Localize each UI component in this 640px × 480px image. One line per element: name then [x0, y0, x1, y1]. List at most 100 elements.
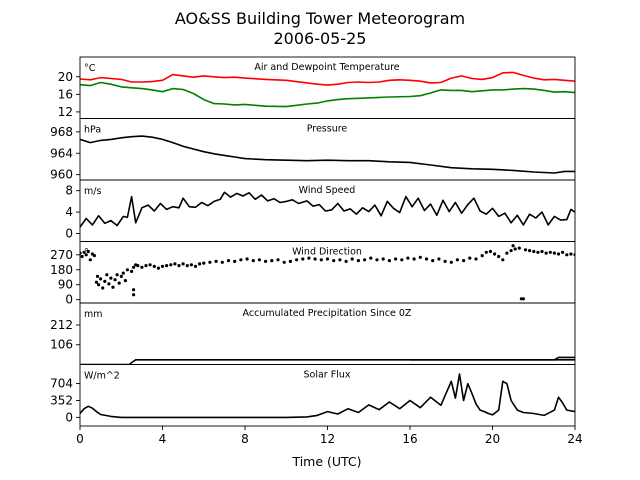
panel-5: 0 352 704 W/m^2 Solar Flux	[50, 364, 576, 427]
panel-title: Wind Direction	[292, 247, 362, 258]
data-point	[233, 259, 237, 263]
data-point	[82, 250, 86, 254]
data-point	[301, 257, 305, 261]
panel-title: Accumulated Precipitation Since 0Z	[243, 308, 412, 319]
y-tick-label: 20	[58, 70, 73, 84]
panel-unit: m/s	[84, 186, 101, 197]
data-point	[97, 283, 101, 287]
data-point	[455, 258, 459, 262]
x-tick-label: 12	[320, 432, 335, 446]
data-point	[140, 265, 144, 269]
data-point	[369, 256, 373, 260]
figure-title: AO&SS Building Tower Meteorogram	[175, 9, 465, 28]
panel-unit: W/m^2	[84, 371, 120, 382]
data-point	[313, 257, 317, 261]
data-point	[95, 274, 100, 278]
data-point	[536, 250, 540, 254]
data-point	[270, 259, 274, 263]
data-point	[350, 257, 354, 261]
data-point	[198, 262, 202, 266]
data-point	[92, 254, 96, 258]
data-point	[119, 274, 123, 278]
panel-1: 960 964 968 hPa Pressure	[50, 118, 576, 182]
data-point	[474, 257, 478, 261]
y-tick-label: 704	[50, 377, 73, 391]
data-point	[125, 268, 129, 272]
data-point	[521, 297, 526, 301]
data-point	[193, 264, 198, 268]
data-point	[239, 258, 243, 262]
x-tick-label: 24	[567, 432, 582, 446]
data-point	[544, 251, 548, 255]
data-point	[511, 244, 515, 248]
data-point	[449, 260, 453, 264]
data-point	[123, 279, 127, 283]
x-tick-label: 8	[241, 432, 249, 446]
data-point	[363, 258, 367, 262]
data-point	[189, 263, 193, 267]
data-point	[488, 249, 492, 254]
y-tick-label: 16	[58, 87, 73, 101]
y-tick-label: 0	[65, 226, 73, 240]
data-point	[88, 258, 92, 262]
panel-4: 106 212 mm Accumulated Precipitation Since …	[50, 302, 576, 365]
x-axis: 0 4 8 12 16 20 24	[76, 426, 583, 446]
data-point	[86, 249, 90, 254]
data-point	[375, 258, 379, 262]
data-point	[109, 276, 113, 280]
data-point	[132, 293, 136, 297]
data-point	[319, 258, 323, 262]
data-point	[431, 259, 435, 263]
data-point	[214, 259, 218, 263]
data-point	[148, 263, 152, 267]
data-point	[173, 262, 177, 266]
panel-unit: °	[84, 248, 89, 259]
data-point	[257, 258, 261, 262]
data-point	[251, 259, 255, 263]
data-point	[107, 282, 111, 286]
panel-title: Solar Flux	[304, 370, 351, 381]
data-point	[406, 256, 410, 260]
series-line-1	[410, 356, 575, 361]
panel-unit: mm	[84, 309, 103, 320]
data-point	[84, 253, 88, 257]
y-tick-label: 0	[65, 410, 73, 424]
data-point	[130, 269, 134, 273]
x-tick-label: 16	[402, 432, 417, 446]
data-point	[105, 273, 109, 277]
y-tick-label: 90	[58, 278, 73, 292]
data-point	[517, 246, 521, 250]
data-point	[437, 257, 441, 261]
data-point	[565, 253, 569, 257]
y-tick-label: 960	[50, 168, 73, 182]
data-point	[484, 250, 488, 254]
data-point	[556, 252, 561, 256]
data-point	[462, 259, 466, 263]
x-axis-label: Time (UTC)	[291, 454, 361, 469]
data-point	[160, 264, 165, 268]
data-point	[552, 251, 557, 255]
data-point	[288, 259, 292, 263]
data-point	[226, 259, 231, 263]
data-point	[528, 249, 532, 253]
data-point	[523, 248, 528, 252]
data-point	[400, 258, 404, 262]
x-tick-label: 0	[76, 432, 84, 446]
y-tick-label: 0	[65, 293, 73, 307]
data-point	[493, 252, 497, 256]
data-point	[94, 280, 99, 284]
data-point	[177, 264, 181, 268]
data-point	[144, 264, 148, 268]
data-point	[181, 262, 185, 266]
data-point	[356, 259, 360, 263]
data-point	[561, 250, 565, 254]
panel-0: 12 16 20 °C Air and Dewpoint Temperature	[58, 56, 576, 119]
x-tick-label: 20	[485, 432, 500, 446]
data-point	[468, 256, 472, 260]
data-point	[509, 249, 513, 253]
data-point	[418, 255, 422, 259]
data-point	[282, 260, 286, 264]
data-point	[202, 261, 206, 265]
